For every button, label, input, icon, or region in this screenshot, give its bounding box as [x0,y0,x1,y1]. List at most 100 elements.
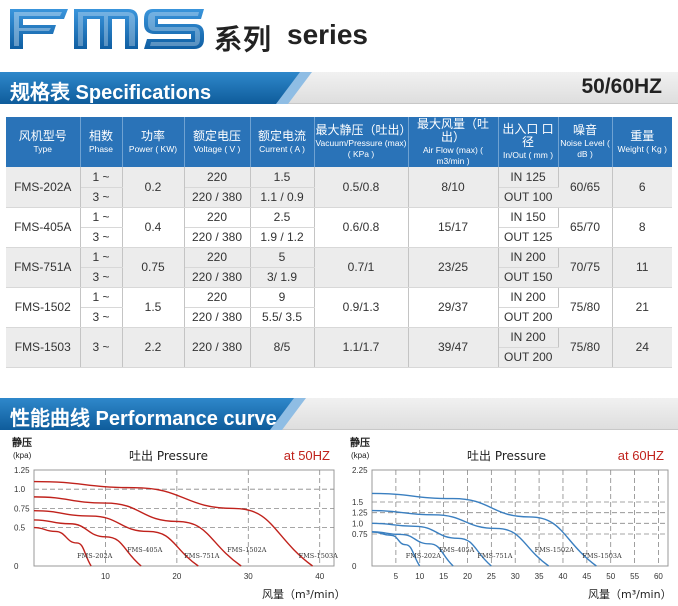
chart-0-y-tick-label: 0.75 [14,504,30,513]
chart-0-series-label: FMS-405A [127,546,162,554]
chart-1-plot-area [371,469,669,567]
header-type: 风机型号 Type [6,117,81,167]
chart-1-y-tick-label: 0.75 [352,530,368,539]
table-row: 3 ~ 220 / 380 1.1 / 0.9 OUT 100 [6,187,672,208]
cell-voltage: 220 [184,207,251,228]
table-row: OUT 200 [6,347,672,368]
cell-power: 2.2 [122,327,185,368]
chart-1-series-label: FMS-405A [439,546,474,554]
series-title-en: series [287,19,368,50]
chart-0-series-fms-1502a-line [33,496,242,567]
chart-1-x-tick-label: 15 [439,572,448,581]
perf-banner-shape [0,398,306,430]
chart-0-x-tick-label: 10 [101,572,110,581]
cell-pressure: 0.9/1.3 [314,287,409,328]
cell-pressure: 0.6/0.8 [314,207,409,248]
chart-0-ylabel-unit: (kpa) [13,451,32,460]
header-power: 功率 Power ( KW) [122,117,185,167]
chart-1-x-tick-label: 35 [535,572,544,581]
cell-outlet: OUT 100 [498,187,558,208]
chart-1-frequency-label: at 60HZ [618,448,664,463]
table-row: FMS-751A 1 ~ 0.75 220 5 0.7/1 23/25 IN 2… [6,247,672,288]
chart-0-y-tick-label: 1.25 [14,466,30,475]
chart-0-series-fms-751a-line [33,510,199,567]
header-pressure: 最大静压（吐出） Vacuum/Pressure (max) ( KPa ) [314,117,412,167]
cell-current: 9 [250,287,315,308]
chart-0-series-fms-202a-line [33,526,92,567]
cell-type: FMS-202A [6,167,81,208]
chart-1-title: 吐出 Pressure [467,449,546,463]
cell-type: FMS-751A [6,247,81,288]
chart-0-y-tick-label: 0.5 [14,524,26,533]
cell-phase: 3 ~ [80,187,123,208]
spec-section-title: 规格表 Specifications [10,82,212,104]
cell-outlet: OUT 150 [498,267,558,288]
header-current: 额定电流 Current ( A ) [250,117,315,167]
chart-1-y-tick-label: 2.25 [352,466,368,475]
cell-phase: 3 ~ [80,327,123,368]
cell-weight: 11 [612,247,672,288]
chart-0-title: 吐出 Pressure [129,449,208,463]
cell-outlet: OUT 200 [498,347,558,368]
table-row: 3 ~ 220 / 380 1.9 / 1.2 OUT 125 [6,227,672,248]
cell-current: 3/ 1.9 [250,267,315,288]
chart-1-series-fms-1502a-line [371,509,550,567]
cell-pressure: 0.7/1 [314,247,409,288]
chart-1-ylabel: 静压 [350,436,370,449]
cell-inlet: IN 200 [498,247,559,268]
cell-phase: 1 ~ [80,167,123,188]
chart-1-x-tick-label: 50 [606,572,615,581]
cell-power: 0.2 [122,167,185,208]
cell-current: 5 [250,247,315,268]
cell-voltage: 220 / 380 [184,307,251,328]
chart-1-x-tick-label: 45 [582,572,591,581]
chart-1-series-fms-202a-line [371,531,421,567]
spec-table: 风机型号 Type 相数 Phase 功率 Power ( KW) 额定电压 Volta… [6,117,672,368]
header-noise: 噪音 Noise Level ( dB ) [558,117,613,167]
chart-0-plot-area [33,469,335,567]
chart-1-x-tick-label: 20 [463,572,472,581]
cell-inlet: IN 125 [498,167,559,188]
cell-pressure: 0.5/0.8 [314,167,409,208]
cell-power: 0.4 [122,207,185,248]
chart-0-series-label: FMS-1502A [227,546,267,554]
table-row: 3 ~ 220 / 380 3/ 1.9 OUT 150 [6,267,672,288]
cell-inlet: IN 150 [498,207,559,228]
chart-0-x-tick-label: 20 [172,572,181,581]
cell-phase: 3 ~ [80,227,123,248]
cell-outlet: OUT 200 [498,307,558,328]
cell-pressure: 1.1/1.7 [314,327,409,368]
chart-0-series-label: FMS-1503A [299,552,339,560]
chart-1-x-tick-label: 30 [511,572,520,581]
series-title-cn: 系列 [214,23,273,56]
cell-voltage: 220 / 380 [184,187,251,208]
chart-1-x-tick-label: 55 [630,572,639,581]
cell-current: 1.5 [250,167,315,188]
cell-noise: 70/75 [558,247,613,288]
chart-1-ylabel-unit: (kpa) [351,451,370,460]
cell-weight: 8 [612,207,672,248]
chart-1-x-tick-label: 25 [487,572,496,581]
chart-1-y-tick-label: 1.25 [352,509,368,518]
header-voltage: 额定电压 Voltage ( V ) [184,117,251,167]
frequency-label: 50/60HZ [581,75,662,98]
chart-1-x-tick-label: 60 [654,572,663,581]
table-header-row: 风机型号 Type 相数 Phase 功率 Power ( KW) 额定电压 Volta… [6,117,672,167]
table-row: FMS-1503 3 ~ 2.2 220 / 380 8/5 1.1/1.7 3… [6,327,672,368]
cell-current: 1.1 / 0.9 [250,187,315,208]
chart-1-xlabel: 风量（m³/min） [588,588,672,601]
cell-voltage: 220 / 380 [184,267,251,288]
chart-0-y-tick-label: 0 [14,562,19,571]
chart-1-series-label: FMS-1502A [535,546,575,554]
chart-0-x-tick-label: 40 [315,572,324,581]
chart-1-series-label: FMS-202A [406,552,441,560]
cell-power: 0.75 [122,247,185,288]
chart-0-frequency-label: at 50HZ [284,448,330,463]
cell-noise: 65/70 [558,207,613,248]
cell-phase: 3 ~ [80,267,123,288]
table-row: 3 ~ 220 / 380 5.5/ 3.5 OUT 200 [6,307,672,328]
chart-1-series-fms-405a-line [371,531,454,567]
chart-1-x-tick-label: 5 [394,572,399,581]
chart-0-x-tick-label: 30 [244,572,253,581]
